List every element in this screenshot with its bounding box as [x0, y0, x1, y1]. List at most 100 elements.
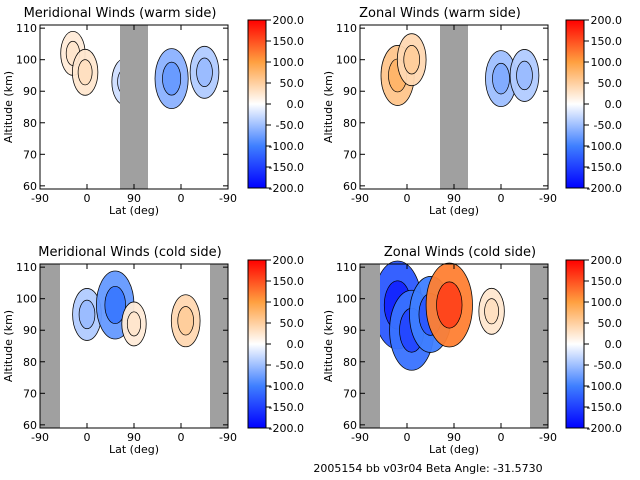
- x-tick-label: -90: [31, 192, 49, 205]
- panel-title: Meridional Winds (warm side): [24, 6, 217, 21]
- x-axis-label: Lat (deg): [429, 443, 479, 456]
- colorbar-tick-label: 200.0: [591, 14, 623, 27]
- y-axis-label: Altitude (km): [2, 71, 15, 143]
- contour-blob-inner: [162, 61, 182, 96]
- y-axis-label: Altitude (km): [322, 71, 335, 143]
- y-tick-label: 90: [343, 324, 357, 337]
- y-axis-label: Altitude (km): [322, 310, 335, 382]
- y-tick-label: 100: [16, 54, 37, 67]
- colorbar-tick-label: -200.0: [269, 182, 304, 195]
- y-tick-label: 110: [16, 261, 37, 274]
- colorbar-tick-label: 100.0: [591, 56, 623, 69]
- excluded-band: [440, 25, 468, 189]
- contour-blob-inner: [78, 299, 96, 330]
- y-tick-label: 60: [23, 419, 37, 432]
- colorbar-tick-label: -100.0: [587, 380, 622, 393]
- colorbar-tick-label: 100.0: [273, 56, 305, 69]
- y-tick-label: 90: [23, 324, 37, 337]
- colorbar-tick-label: -50.0: [594, 119, 622, 132]
- contour-blob-inner: [77, 59, 93, 86]
- colorbar-tick-label: 100.0: [273, 296, 305, 309]
- y-tick-label: 80: [343, 117, 357, 130]
- excluded-band: [210, 264, 228, 428]
- excluded-band: [360, 264, 380, 428]
- panel-title: Zonal Winds (cold side): [384, 245, 536, 260]
- x-tick-label: -90: [539, 192, 557, 205]
- contour-blob-inner: [436, 281, 463, 329]
- colorbar-tick-label: 0.0: [605, 98, 623, 111]
- x-tick-label: 0: [178, 431, 185, 444]
- y-tick-label: 110: [336, 261, 357, 274]
- panel-title: Zonal Winds (warm side): [359, 6, 521, 21]
- colorbar: [247, 259, 267, 429]
- colorbar-tick-label: -150.0: [269, 401, 304, 414]
- x-tick-label: 90: [447, 192, 461, 205]
- colorbar-tick-label: 150.0: [591, 275, 623, 288]
- y-tick-label: 70: [343, 148, 357, 161]
- contour-blob-inner: [196, 57, 213, 87]
- excluded-band: [530, 264, 548, 428]
- x-tick-label: 90: [127, 192, 141, 205]
- colorbar-tick-label: -100.0: [269, 140, 304, 153]
- colorbar-tick-label: 100.0: [591, 296, 623, 309]
- contour-blob-inner: [484, 298, 499, 325]
- colorbar-tick-label: 50.0: [280, 77, 305, 90]
- contour-blob-inner: [126, 311, 142, 337]
- excluded-band: [40, 264, 60, 428]
- colorbar-tick-label: 0.0: [605, 338, 623, 351]
- y-tick-label: 70: [23, 148, 37, 161]
- contour-blob-inner: [492, 62, 510, 95]
- colorbar-tick-label: 0.0: [287, 338, 305, 351]
- x-tick-label: 0: [498, 431, 505, 444]
- colorbar: [565, 259, 585, 429]
- colorbar: [247, 19, 267, 189]
- x-tick-label: -90: [351, 192, 369, 205]
- colorbar-tick-label: 150.0: [273, 275, 305, 288]
- colorbar-tick-label: 200.0: [591, 254, 623, 267]
- x-tick-label: -90: [351, 431, 369, 444]
- y-tick-label: 60: [23, 180, 37, 193]
- colorbar-tick-label: -50.0: [276, 119, 304, 132]
- panel-title: Meridional Winds (cold side): [38, 245, 221, 260]
- colorbar-tick-label: 150.0: [273, 35, 305, 48]
- x-tick-label: -90: [31, 431, 49, 444]
- x-tick-label: 0: [84, 192, 91, 205]
- y-tick-label: 100: [336, 54, 357, 67]
- colorbar-tick-label: -200.0: [587, 182, 622, 195]
- x-tick-label: 0: [84, 431, 91, 444]
- colorbar-tick-label: 150.0: [591, 35, 623, 48]
- y-tick-label: 60: [343, 180, 357, 193]
- colorbar-tick-label: -200.0: [587, 422, 622, 435]
- contour-blob-inner: [104, 285, 126, 325]
- x-tick-label: 90: [447, 431, 461, 444]
- y-tick-label: 100: [336, 293, 357, 306]
- y-tick-label: 80: [23, 356, 37, 369]
- x-tick-label: -90: [219, 431, 237, 444]
- x-tick-label: 0: [498, 192, 505, 205]
- colorbar-tick-label: -150.0: [587, 401, 622, 414]
- x-axis-label: Lat (deg): [109, 204, 159, 217]
- y-tick-label: 90: [343, 85, 357, 98]
- colorbar-tick-label: -150.0: [269, 161, 304, 174]
- x-axis-label: Lat (deg): [109, 443, 159, 456]
- colorbar: [565, 19, 585, 189]
- colorbar-tick-label: -50.0: [276, 359, 304, 372]
- colorbar-tick-label: 50.0: [598, 77, 623, 90]
- x-axis-label: Lat (deg): [429, 204, 479, 217]
- colorbar-tick-label: 0.0: [287, 98, 305, 111]
- contour-blob-inner: [516, 60, 533, 91]
- colorbar-tick-label: -100.0: [587, 140, 622, 153]
- y-tick-label: 70: [343, 387, 357, 400]
- colorbar-tick-label: 50.0: [598, 317, 623, 330]
- colorbar-tick-label: -200.0: [269, 422, 304, 435]
- colorbar-tick-label: 200.0: [273, 254, 305, 267]
- x-tick-label: 0: [404, 431, 411, 444]
- y-tick-label: 110: [336, 22, 357, 35]
- y-tick-label: 80: [23, 117, 37, 130]
- contour-blob-inner: [177, 306, 194, 336]
- excluded-band: [120, 25, 148, 189]
- y-tick-label: 100: [16, 293, 37, 306]
- y-tick-label: 80: [343, 356, 357, 369]
